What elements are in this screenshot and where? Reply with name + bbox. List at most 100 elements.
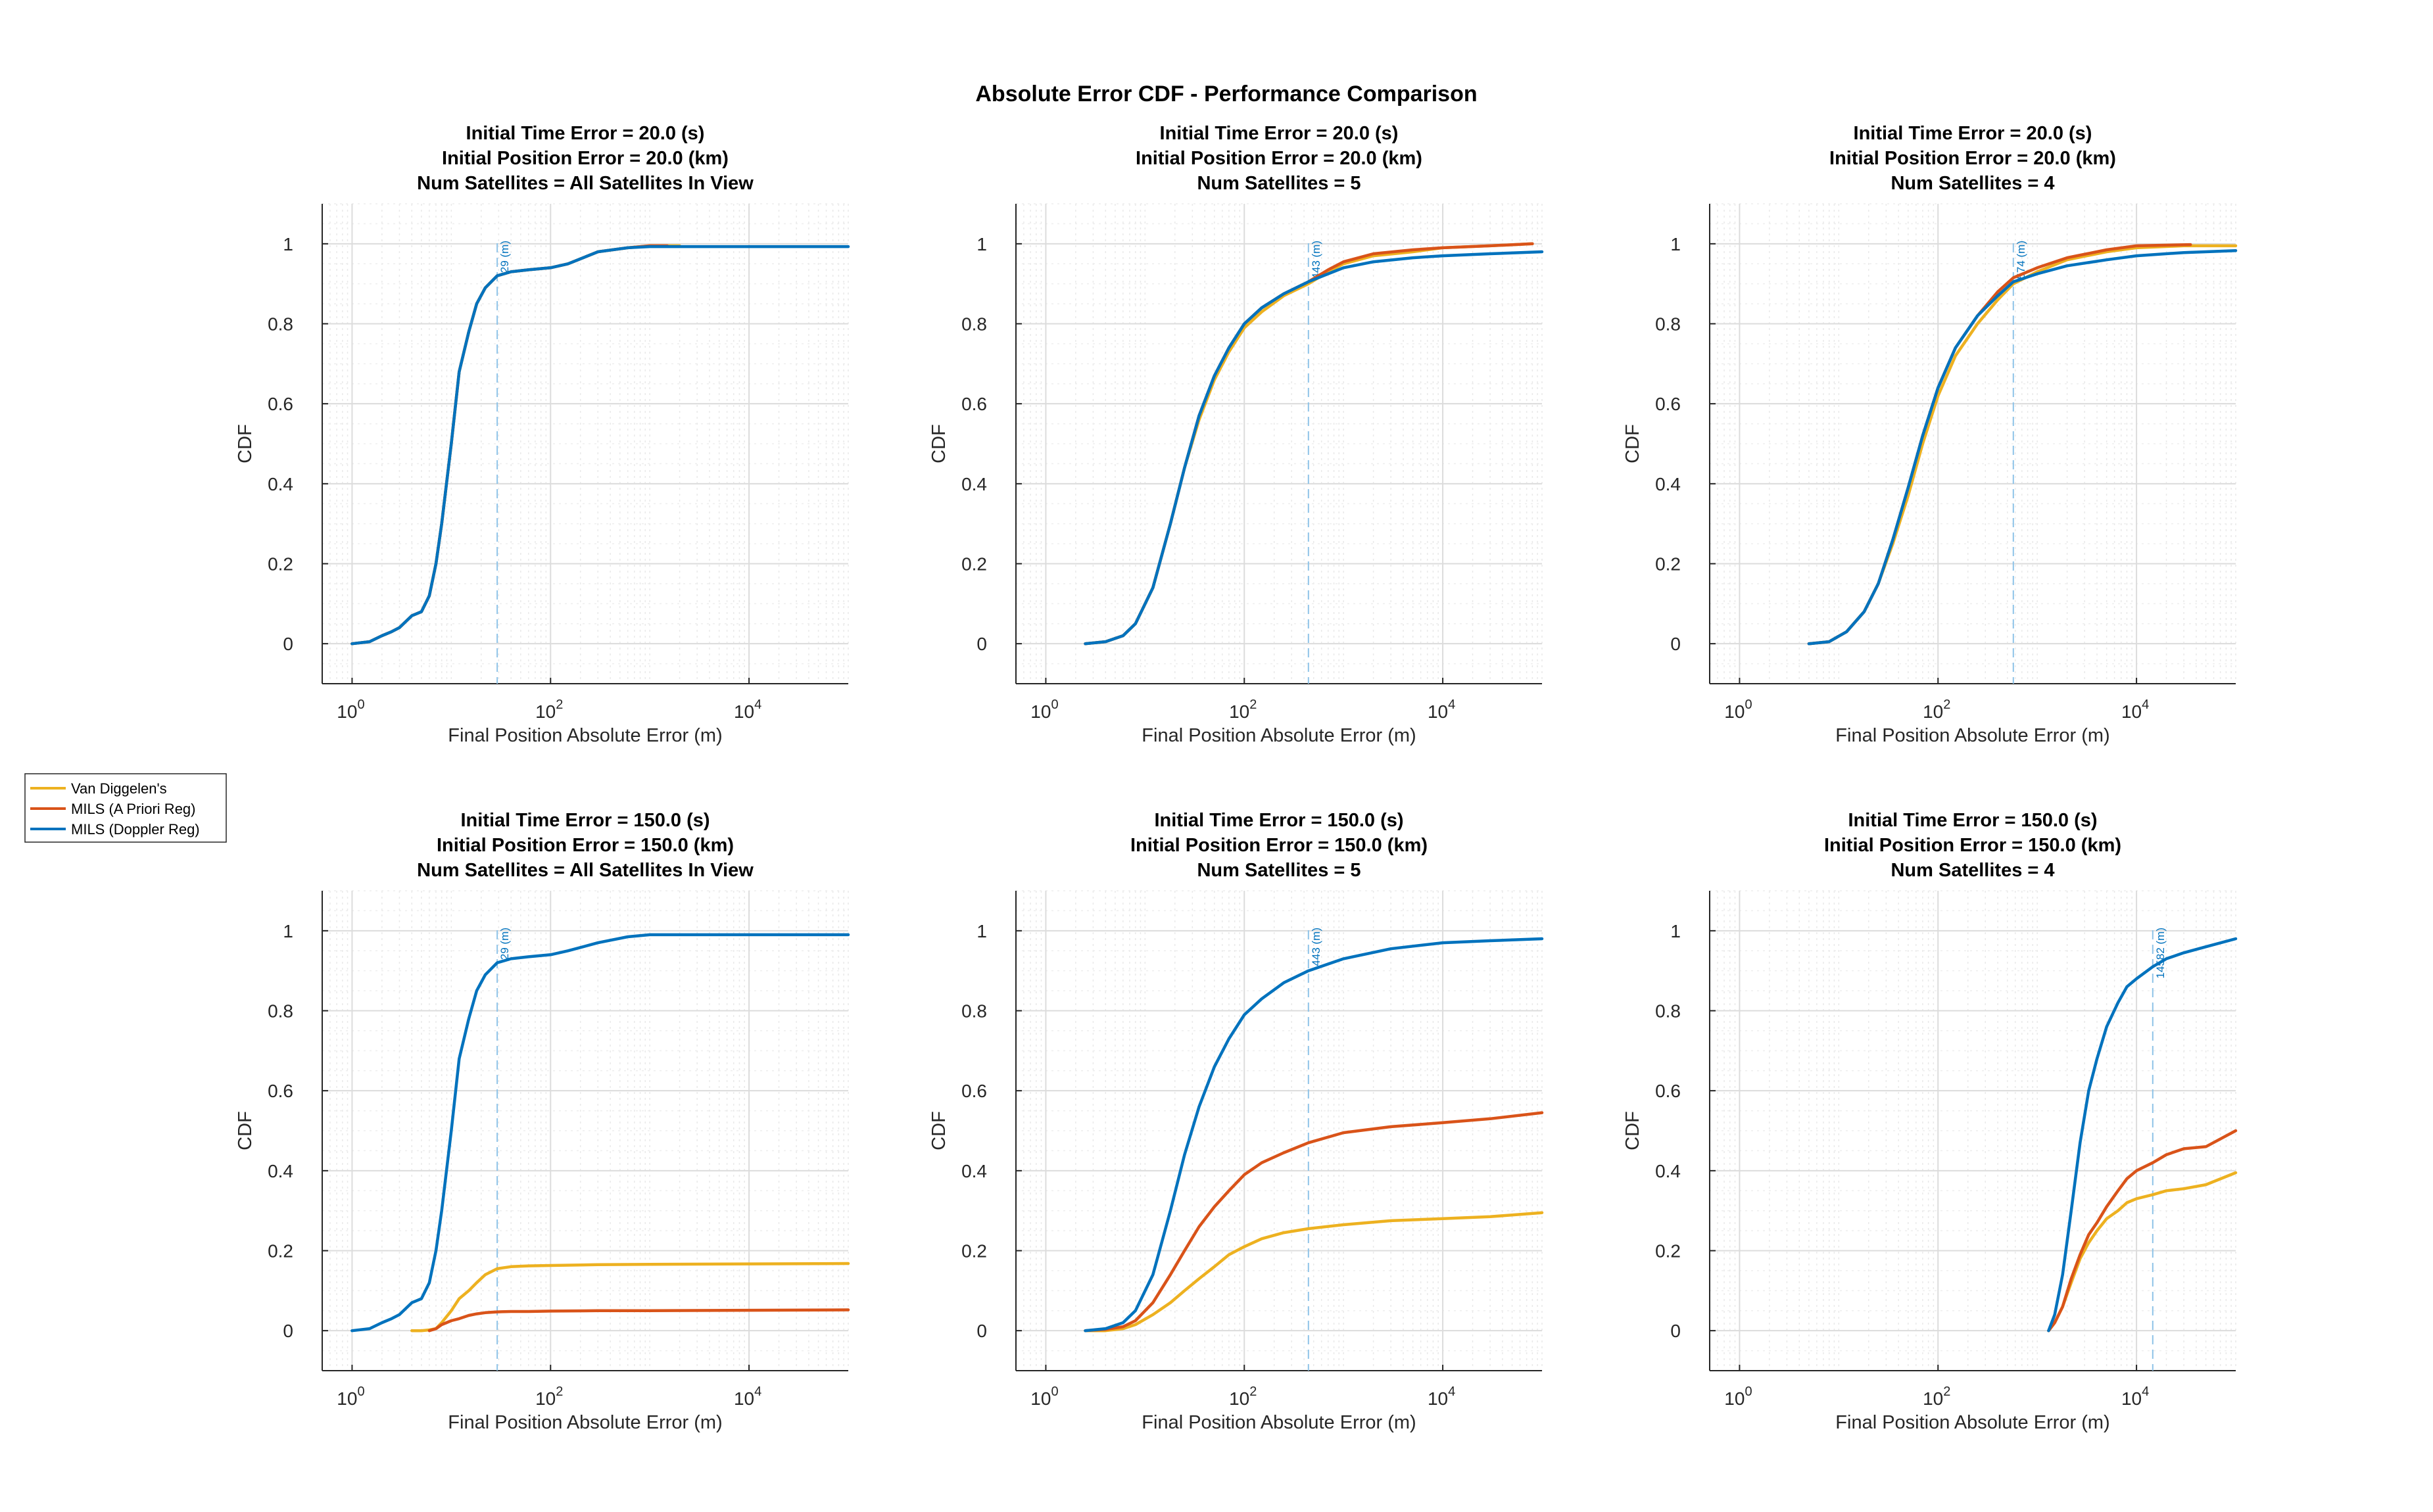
x-tick-label: 102 (1229, 1384, 1257, 1409)
series-line (350, 245, 850, 646)
x-tick-label: 100 (337, 1384, 364, 1409)
series-line (1807, 248, 2238, 646)
y-tick-label: 0 (283, 634, 293, 654)
x-tick-label: 100 (1724, 1384, 1752, 1409)
y-axis-label: CDF (928, 1111, 950, 1150)
median-marker-label: 29 (m) (498, 928, 511, 960)
subplot-5: 0 0.2 0.4 0.6 0.8 1 100 102 104 Final Position Ab… (928, 810, 1544, 1433)
y-tick-label: 0.4 (961, 474, 987, 494)
subplot-title-line: Initial Position Error = 150.0 (km) (1130, 835, 1428, 856)
subplot-title-line: Num Satellites = 4 (1891, 173, 2054, 194)
x-axis-label: Final Position Absolute Error (m) (448, 725, 722, 746)
y-tick-label: 0.8 (1655, 1001, 1681, 1022)
subplot-2: 0 0.2 0.4 0.6 0.8 1 100 102 104 Final Position Ab… (928, 123, 1544, 746)
y-tick-label: 0.2 (961, 1241, 987, 1262)
y-tick-label: 0 (976, 1321, 987, 1341)
y-tick-label: 1 (1670, 234, 1681, 254)
series-line (1084, 1111, 1544, 1333)
subplot-title-line: Num Satellites = 5 (1197, 173, 1361, 194)
subplot-title-line: Num Satellites = All Satellites In View (417, 173, 754, 194)
series-line (1084, 250, 1544, 646)
x-tick-label: 104 (734, 697, 761, 722)
y-tick-label: 0.6 (268, 1081, 293, 1101)
x-tick-label: 102 (1923, 697, 1950, 722)
legend-box (24, 773, 227, 843)
minor-grid (1015, 890, 1543, 1371)
median-marker-label: 574 (m) (2015, 241, 2027, 279)
y-axis-label: CDF (235, 424, 256, 463)
y-axis-label: CDF (1622, 424, 1643, 463)
y-tick-label: 0.8 (1655, 314, 1681, 335)
x-tick-label: 104 (734, 1384, 761, 1409)
y-tick-label: 0.8 (961, 314, 987, 335)
subplot-title-line: Initial Position Error = 20.0 (km) (1136, 148, 1422, 169)
y-tick-label: 0.6 (268, 394, 293, 414)
subplot-title-line: Num Satellites = 4 (1891, 860, 2054, 881)
y-tick-label: 0.2 (1655, 554, 1681, 575)
x-tick-label: 102 (535, 1384, 563, 1409)
y-tick-label: 0.6 (1655, 394, 1681, 414)
x-tick-label: 104 (2121, 697, 2149, 722)
subplot-title-line: Initial Time Error = 20.0 (s) (1160, 123, 1399, 144)
subplot-title-line: Initial Position Error = 150.0 (km) (1824, 835, 2121, 856)
minor-grid (322, 890, 849, 1371)
median-marker-label: 443 (m) (1310, 928, 1322, 966)
series-line (1084, 937, 1544, 1333)
x-tick-label: 104 (1428, 1384, 1455, 1409)
y-tick-label: 1 (283, 234, 293, 254)
x-tick-label: 100 (337, 697, 364, 722)
legend: Van Diggelen's MILS (A Priori Reg) MILS (D… (24, 773, 227, 843)
y-tick-label: 0 (1670, 1321, 1681, 1341)
x-axis-label: Final Position Absolute Error (m) (1142, 725, 1416, 746)
y-tick-label: 0.2 (268, 554, 293, 575)
x-axis-label: Final Position Absolute Error (m) (448, 1412, 722, 1433)
subplot-6: 0 0.2 0.4 0.6 0.8 1 100 102 104 Final Position Ab… (1622, 810, 2238, 1433)
minor-grid (322, 203, 849, 684)
subplot-title-line: Initial Position Error = 20.0 (km) (442, 148, 729, 169)
subplot-title-line: Initial Time Error = 20.0 (s) (1854, 123, 2092, 144)
series-line (410, 1262, 850, 1333)
x-axis-label: Final Position Absolute Error (m) (1835, 725, 2109, 746)
y-tick-label: 1 (1670, 921, 1681, 941)
x-axis-label: Final Position Absolute Error (m) (1142, 1412, 1416, 1433)
series-line (2047, 1171, 2238, 1333)
y-axis-label: CDF (1622, 1111, 1643, 1150)
x-tick-label: 100 (1030, 697, 1058, 722)
median-marker-label: 29 (m) (498, 241, 511, 273)
minor-grid (1015, 203, 1543, 684)
subplot-title-line: Initial Time Error = 150.0 (s) (460, 810, 710, 831)
x-tick-label: 102 (535, 697, 563, 722)
subplot-title-line: Initial Time Error = 150.0 (s) (1154, 810, 1403, 831)
series-line (2047, 1129, 2238, 1333)
minor-grid (1709, 203, 2236, 684)
y-tick-label: 1 (976, 921, 987, 941)
subplot-title-line: Initial Time Error = 20.0 (s) (466, 123, 705, 144)
subplot-4: 0 0.2 0.4 0.6 0.8 1 100 102 104 Final Position Ab… (235, 810, 850, 1433)
x-tick-label: 100 (1030, 1384, 1058, 1409)
y-tick-label: 0.4 (1655, 1161, 1681, 1181)
subplot-title-line: Initial Position Error = 20.0 (km) (1829, 148, 2116, 169)
median-marker-label: 443 (m) (1310, 241, 1322, 279)
subplot-title-line: Initial Time Error = 150.0 (s) (1848, 810, 2097, 831)
y-tick-label: 0 (283, 1321, 293, 1341)
x-tick-label: 102 (1229, 697, 1257, 722)
y-tick-label: 0.8 (268, 314, 293, 335)
y-tick-label: 0.2 (961, 554, 987, 575)
subplot-title-line: Num Satellites = 5 (1197, 860, 1361, 881)
x-tick-label: 104 (1428, 697, 1455, 722)
y-tick-label: 0.8 (268, 1001, 293, 1022)
subplot-title-line: Initial Position Error = 150.0 (km) (437, 835, 734, 856)
series-line (350, 933, 850, 1333)
y-tick-label: 0.8 (961, 1001, 987, 1022)
subplot-3: 0 0.2 0.4 0.6 0.8 1 100 102 104 Final Position Ab… (1622, 123, 2238, 746)
legend-label: MILS (Doppler Reg) (71, 821, 200, 838)
y-tick-label: 0.4 (268, 1161, 293, 1181)
y-axis-label: CDF (235, 1111, 256, 1150)
legend-label: MILS (A Priori Reg) (71, 801, 196, 817)
series-line (427, 1308, 850, 1333)
y-tick-label: 0.4 (961, 1161, 987, 1181)
legend-label: Van Diggelen's (71, 780, 167, 797)
y-tick-label: 0.2 (268, 1241, 293, 1262)
